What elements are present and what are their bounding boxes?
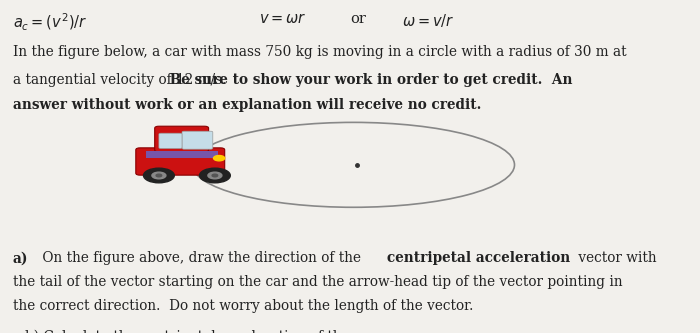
Text: Be sure to show your work in order to get credit.  An: Be sure to show your work in order to ge… [13, 73, 572, 87]
Text: centripetal acceleration: centripetal acceleration [387, 251, 570, 265]
Circle shape [144, 168, 174, 183]
FancyBboxPatch shape [155, 126, 209, 152]
Text: the tail of the vector starting on the car and the arrow-head tip of the vector : the tail of the vector starting on the c… [13, 275, 622, 289]
Text: $v = \omega r$: $v = \omega r$ [259, 12, 307, 26]
Text: On the figure above, draw the direction of the: On the figure above, draw the direction … [38, 251, 366, 265]
Text: vector with: vector with [574, 251, 657, 265]
Text: or: or [350, 12, 366, 26]
Circle shape [214, 156, 225, 161]
FancyBboxPatch shape [136, 148, 225, 175]
FancyBboxPatch shape [146, 151, 218, 158]
Text: a): a) [13, 251, 28, 265]
Text: answer without work or an explanation will receive no credit.: answer without work or an explanation wi… [13, 98, 481, 112]
Text: a tangential velocity of 12 m/s.: a tangential velocity of 12 m/s. [13, 73, 234, 87]
Circle shape [212, 174, 218, 177]
Text: In the figure below, a car with mass 750 kg is moving in a circle with a radius : In the figure below, a car with mass 750… [13, 45, 626, 59]
FancyBboxPatch shape [182, 131, 213, 149]
Text: b) Calculate the centripetal acceleration of the car.: b) Calculate the centripetal acceleratio… [25, 329, 379, 333]
Circle shape [156, 174, 162, 177]
Circle shape [208, 172, 222, 179]
Text: $\omega = v/r$: $\omega = v/r$ [402, 12, 455, 29]
Circle shape [199, 168, 230, 183]
FancyBboxPatch shape [159, 133, 182, 149]
Circle shape [152, 172, 166, 179]
Text: $a_c = (v^2)/r$: $a_c = (v^2)/r$ [13, 12, 87, 33]
Text: the correct direction.  Do not worry about the length of the vector.: the correct direction. Do not worry abou… [13, 299, 473, 313]
